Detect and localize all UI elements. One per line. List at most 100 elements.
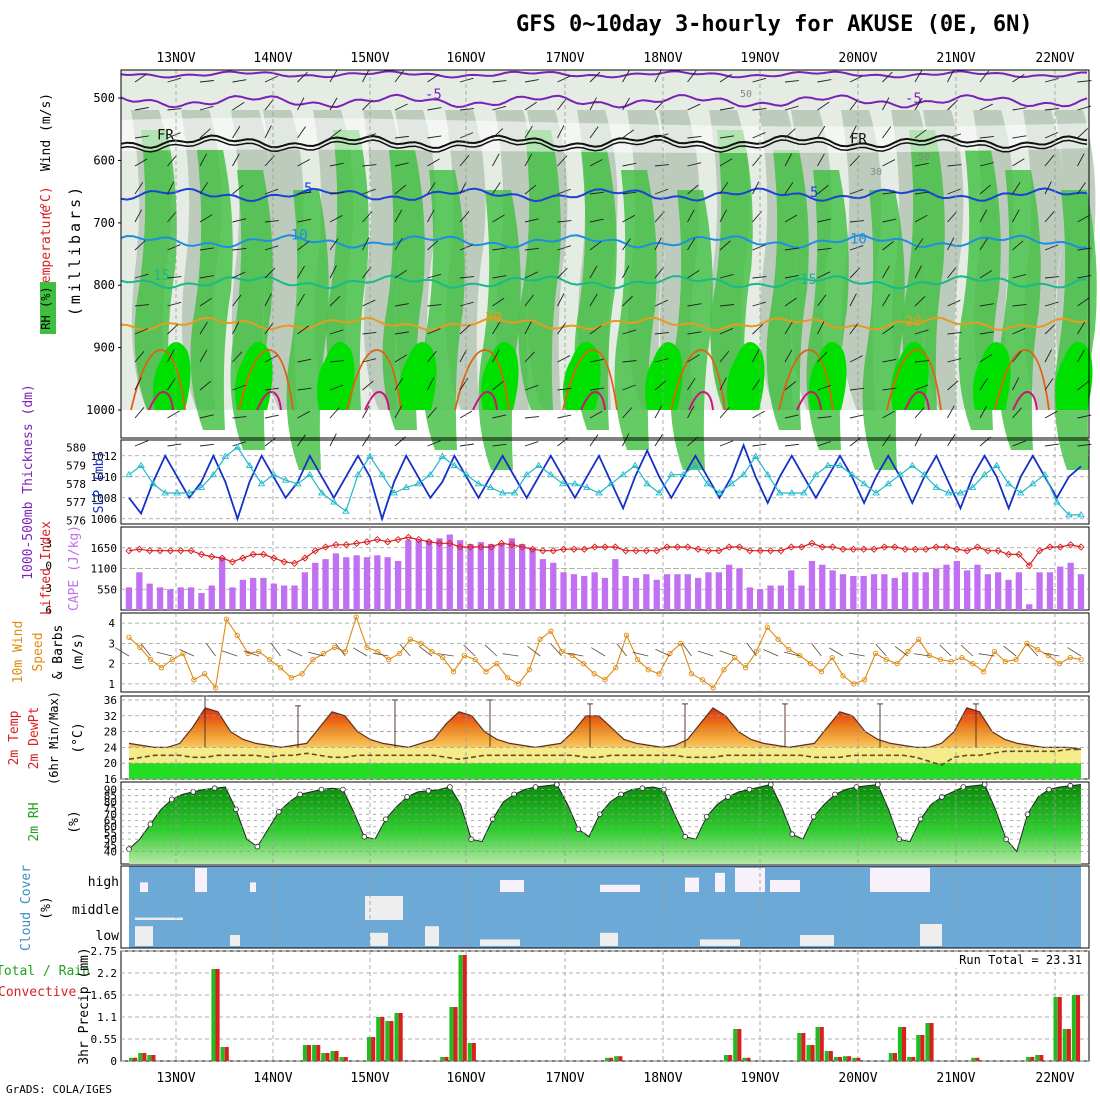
cape-bar <box>353 555 360 610</box>
cape-bar <box>643 574 650 610</box>
slp-tick: 1010 <box>91 471 118 484</box>
isotherm-line <box>120 187 1088 203</box>
precip-bar-total <box>312 1045 317 1061</box>
li-tick: -3 <box>39 537 52 550</box>
wind-frame <box>120 612 1090 693</box>
wind-barb <box>784 214 798 223</box>
wind-barb <box>459 108 474 111</box>
thickness-point <box>293 479 302 487</box>
wind-speed-point <box>137 644 143 651</box>
wind-barb <box>329 407 340 419</box>
wind-speed-point <box>559 648 565 655</box>
thickness-point <box>197 483 206 490</box>
wind-barb <box>335 643 346 657</box>
cape-bar <box>560 572 567 610</box>
wind-barb <box>199 275 214 279</box>
thickness-point <box>691 461 700 469</box>
precip-bar-convective <box>142 1053 147 1061</box>
thickness-series-line <box>128 446 1081 516</box>
wind-barb <box>232 101 245 111</box>
wind-barb <box>654 237 662 251</box>
wind-barb <box>232 184 244 195</box>
rh-band <box>1055 342 1093 410</box>
li-tick: 3 <box>45 582 52 595</box>
wind-barb <box>687 354 700 363</box>
precip-bar-convective <box>215 969 220 1061</box>
wind-speed-point <box>385 656 392 663</box>
precip-bar-convective <box>810 1045 815 1061</box>
lifted-index-point <box>870 545 878 553</box>
wind-barb <box>1012 327 1026 335</box>
wind-barb <box>557 155 568 167</box>
rh-band <box>645 342 683 410</box>
wind-barb <box>243 650 259 657</box>
cape-bar <box>933 568 940 610</box>
pressure-tick: 900 <box>93 341 115 355</box>
wind-barb <box>589 97 597 111</box>
lifted-index-point <box>984 547 992 555</box>
wind-speed-point <box>656 671 662 677</box>
lifted-index-point <box>559 545 568 553</box>
precip-bar-total <box>129 1057 134 1061</box>
wind-barb <box>979 331 994 335</box>
lifted-index-point <box>435 539 444 547</box>
wind-barb <box>167 324 179 335</box>
wind-barb <box>979 237 988 251</box>
cape-bar <box>343 557 350 610</box>
wind-barb <box>817 79 832 83</box>
date-label-top: 14NOV <box>253 51 292 66</box>
cape-bar <box>767 585 774 610</box>
thickness-point <box>149 479 157 487</box>
wind-barb <box>329 265 337 279</box>
wind-barb <box>297 97 305 111</box>
wind-speed-point <box>1013 656 1019 663</box>
wind-barb <box>264 188 279 195</box>
precip-bar-convective <box>462 955 467 1061</box>
wind-barb <box>134 377 142 391</box>
wind-barb <box>264 125 272 139</box>
wind-barb <box>353 647 368 657</box>
wind-barb <box>492 349 500 363</box>
lifted-index-point <box>404 533 413 542</box>
wind-barb <box>947 380 959 391</box>
temp-tick: 24 <box>104 741 118 754</box>
wind-barb <box>719 182 729 195</box>
cape-bar <box>622 576 629 610</box>
precip-bar-convective <box>343 1057 348 1061</box>
wind-barb <box>719 440 734 447</box>
wind-barb <box>687 209 695 223</box>
wind-barb <box>939 644 952 657</box>
wind-barb <box>763 649 779 657</box>
lifted-index-point <box>818 543 826 551</box>
cape-bar <box>1005 579 1012 610</box>
wind-barb <box>427 135 442 139</box>
temp-axis-label: 2m Temp <box>7 710 22 765</box>
wind-barb <box>882 410 895 419</box>
wind-barb <box>817 416 832 419</box>
wind-barb <box>524 441 539 447</box>
upper-air-frame <box>120 69 1090 439</box>
wind-barb <box>459 324 471 335</box>
lifted-index-point <box>880 543 889 551</box>
precip-bar-total <box>449 1007 454 1061</box>
rh-tick: 60 <box>104 821 117 834</box>
precip-bar-convective <box>838 1057 843 1061</box>
thickness-point <box>402 483 410 490</box>
precip-bar-total <box>742 1057 747 1061</box>
rh-point <box>960 784 967 790</box>
precip-bar-total <box>376 1017 381 1061</box>
wind-barb <box>134 135 149 139</box>
wind-speed-point <box>202 671 208 677</box>
cape-bar <box>995 572 1002 610</box>
wind-barb <box>459 349 467 363</box>
isotherm-line <box>256 390 282 411</box>
wind-speed-point <box>688 671 695 677</box>
slp-frame <box>120 439 1090 525</box>
cape-bar <box>498 544 505 610</box>
wind-speed-point <box>299 671 305 677</box>
wind-barb <box>632 651 649 657</box>
wind-speed-point <box>418 640 424 647</box>
lifted-index-point <box>766 547 775 555</box>
wind-speed-point <box>429 648 435 655</box>
lifted-index-point <box>1025 561 1033 570</box>
